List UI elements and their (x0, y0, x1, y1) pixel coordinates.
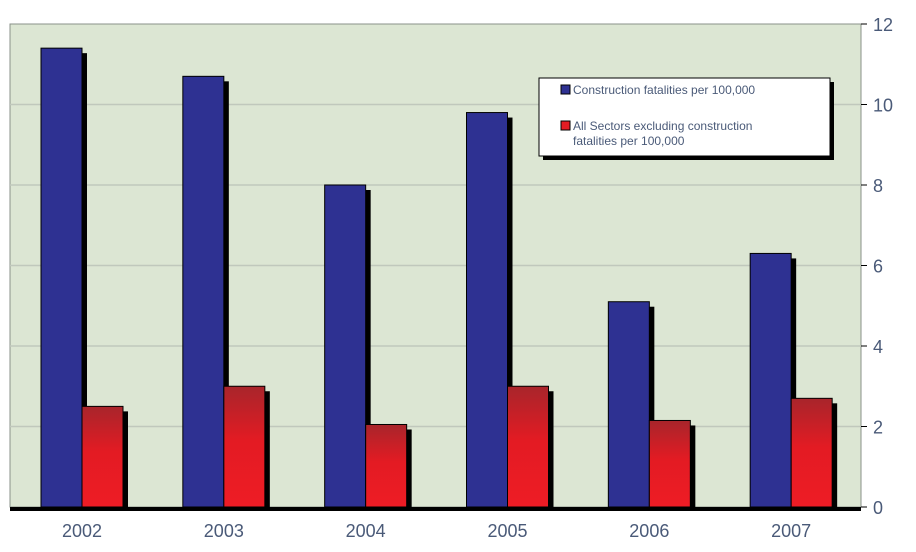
bar-all-sectors (507, 385, 549, 508)
bars (40, 47, 838, 508)
bar-construction (182, 75, 225, 508)
x-tick-label: 2002 (62, 521, 102, 541)
legend-label-all-sectors-line2: fatalities per 100,000 (573, 134, 685, 148)
x-tick-label: 2004 (346, 521, 386, 541)
legend-swatch-all-sectors (560, 120, 571, 131)
y-tick-label: 2 (873, 418, 883, 438)
x-tick-label: 2006 (629, 521, 669, 541)
legend-box (538, 77, 831, 157)
bar-all-sectors (790, 397, 833, 508)
y-tick-label: 0 (873, 498, 883, 518)
legend-label-all-sectors: All Sectors excluding construction fatal… (573, 119, 756, 148)
bar-all-sectors (81, 405, 124, 508)
bar-all-sectors (365, 423, 408, 508)
bar-construction (607, 301, 650, 508)
bar-all-sectors (648, 419, 691, 508)
y-tick-label: 8 (873, 176, 883, 196)
y-tick-label: 12 (873, 15, 893, 35)
bar-construction (40, 47, 83, 508)
x-tick-label: 2003 (204, 521, 244, 541)
bar-construction (749, 252, 792, 508)
y-tick-label: 10 (873, 96, 893, 116)
legend-swatch-construction (560, 84, 571, 95)
legend-label-construction: Construction fatalities per 100,000 (573, 83, 755, 97)
legend: Construction fatalities per 100,000 All … (538, 77, 834, 160)
axes: 0 2 4 6 8 10 12 2002 2003 2004 2005 2006 2007 (10, 15, 893, 541)
y-tick-label: 4 (873, 337, 883, 357)
x-tick-label: 2005 (487, 521, 527, 541)
bar-construction (324, 184, 367, 508)
bar-all-sectors (223, 385, 266, 508)
bar-construction (466, 112, 508, 508)
x-tick-label: 2007 (771, 521, 811, 541)
legend-label-all-sectors-line1: All Sectors excluding construction (573, 119, 752, 133)
y-tick-label: 6 (873, 257, 883, 277)
